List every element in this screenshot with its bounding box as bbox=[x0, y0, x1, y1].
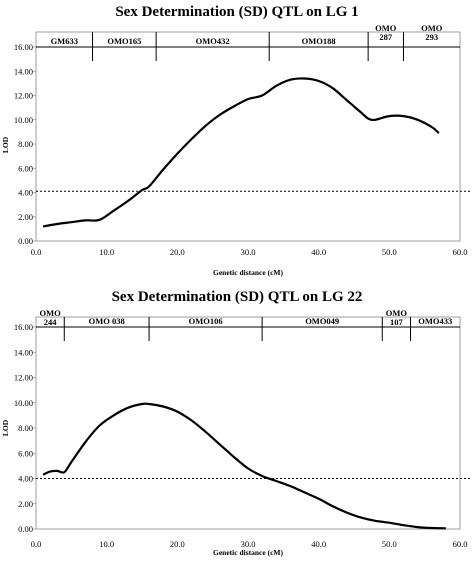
marker-label: OMO165 bbox=[107, 36, 141, 46]
y-tick-label: 12.00 bbox=[14, 373, 33, 383]
marker-label: OMO188 bbox=[302, 36, 336, 46]
y-tick-label: 10.00 bbox=[14, 398, 33, 408]
marker-label: GM633 bbox=[51, 36, 78, 46]
x-tick-label: 10.0 bbox=[99, 539, 114, 549]
x-tick-label: 30.0 bbox=[241, 539, 256, 549]
x-tick-label: 20.0 bbox=[170, 539, 185, 549]
y-tick-label: 16.00 bbox=[14, 42, 33, 52]
x-tick-label: 40.0 bbox=[311, 539, 326, 549]
marker-label: OMO 287 bbox=[375, 23, 397, 42]
y-axis-label: LOD bbox=[1, 419, 10, 436]
lod-curve-line bbox=[42, 77, 440, 228]
y-tick-label: 8.00 bbox=[18, 423, 33, 433]
marker-label: OMO432 bbox=[196, 36, 230, 46]
lod-curve-line bbox=[42, 402, 446, 530]
chart-title: Sex Determination (SD) QTL on LG 22 bbox=[112, 289, 363, 305]
y-tick-label: 8.00 bbox=[18, 139, 33, 149]
marker-label-line: 293 bbox=[425, 32, 438, 42]
y-axis-label: LOD bbox=[1, 136, 10, 153]
y-tick-label: 6.00 bbox=[18, 163, 33, 173]
marker-label-line: OMO bbox=[375, 23, 397, 33]
marker-label: OMO106 bbox=[189, 316, 223, 326]
y-tick-label: 0.00 bbox=[18, 524, 33, 534]
x-tick-label: 20.0 bbox=[170, 247, 185, 257]
marker-label: OMO 038 bbox=[89, 316, 125, 326]
y-tick-label: 14.00 bbox=[14, 66, 33, 76]
x-tick-label: 60.0 bbox=[453, 539, 468, 549]
marker-label: OMO 293 bbox=[421, 23, 443, 42]
x-axis-label: Genetic distance (cM) bbox=[213, 268, 283, 277]
marker-label: OMO049 bbox=[305, 316, 339, 326]
plot-frame bbox=[35, 316, 461, 530]
x-tick-label: 50.0 bbox=[382, 539, 397, 549]
y-tick-label: 16.00 bbox=[14, 322, 33, 332]
x-tick-label: 40.0 bbox=[311, 247, 326, 257]
y-tick-label: 6.00 bbox=[18, 448, 33, 458]
x-tick-label: 50.0 bbox=[382, 247, 397, 257]
marker-label-line: OMO bbox=[386, 308, 408, 318]
y-tick-label: 2.00 bbox=[18, 499, 33, 509]
x-tick-label: 60.0 bbox=[453, 247, 468, 257]
chart-title: Sex Determination (SD) QTL on LG 1 bbox=[115, 4, 358, 20]
y-tick-label: 0.00 bbox=[18, 236, 33, 246]
x-tick-label: 0.0 bbox=[31, 539, 42, 549]
plot-frame bbox=[35, 31, 461, 242]
marker-label-line: OMO bbox=[421, 23, 443, 33]
x-axis-label: Genetic distance (cM) bbox=[213, 548, 283, 557]
marker-label-line: OMO bbox=[40, 308, 62, 318]
marker-label-line: 244 bbox=[44, 317, 58, 327]
y-tick-label: 4.00 bbox=[18, 188, 33, 198]
x-tick-label: 10.0 bbox=[99, 247, 114, 257]
y-tick-label: 14.00 bbox=[14, 347, 33, 357]
y-tick-label: 12.00 bbox=[14, 91, 33, 101]
x-tick-label: 0.0 bbox=[31, 247, 42, 257]
marker-label: OMO433 bbox=[418, 316, 452, 326]
y-tick-label: 4.00 bbox=[18, 474, 33, 484]
y-tick-label: 10.00 bbox=[14, 115, 33, 125]
marker-label-line: 287 bbox=[379, 32, 393, 42]
y-tick-label: 2.00 bbox=[18, 212, 33, 222]
marker-label: OMO 244 bbox=[40, 308, 62, 327]
marker-label-line: 107 bbox=[390, 317, 404, 327]
marker-label: OMO 107 bbox=[386, 308, 408, 327]
x-tick-label: 30.0 bbox=[241, 247, 256, 257]
